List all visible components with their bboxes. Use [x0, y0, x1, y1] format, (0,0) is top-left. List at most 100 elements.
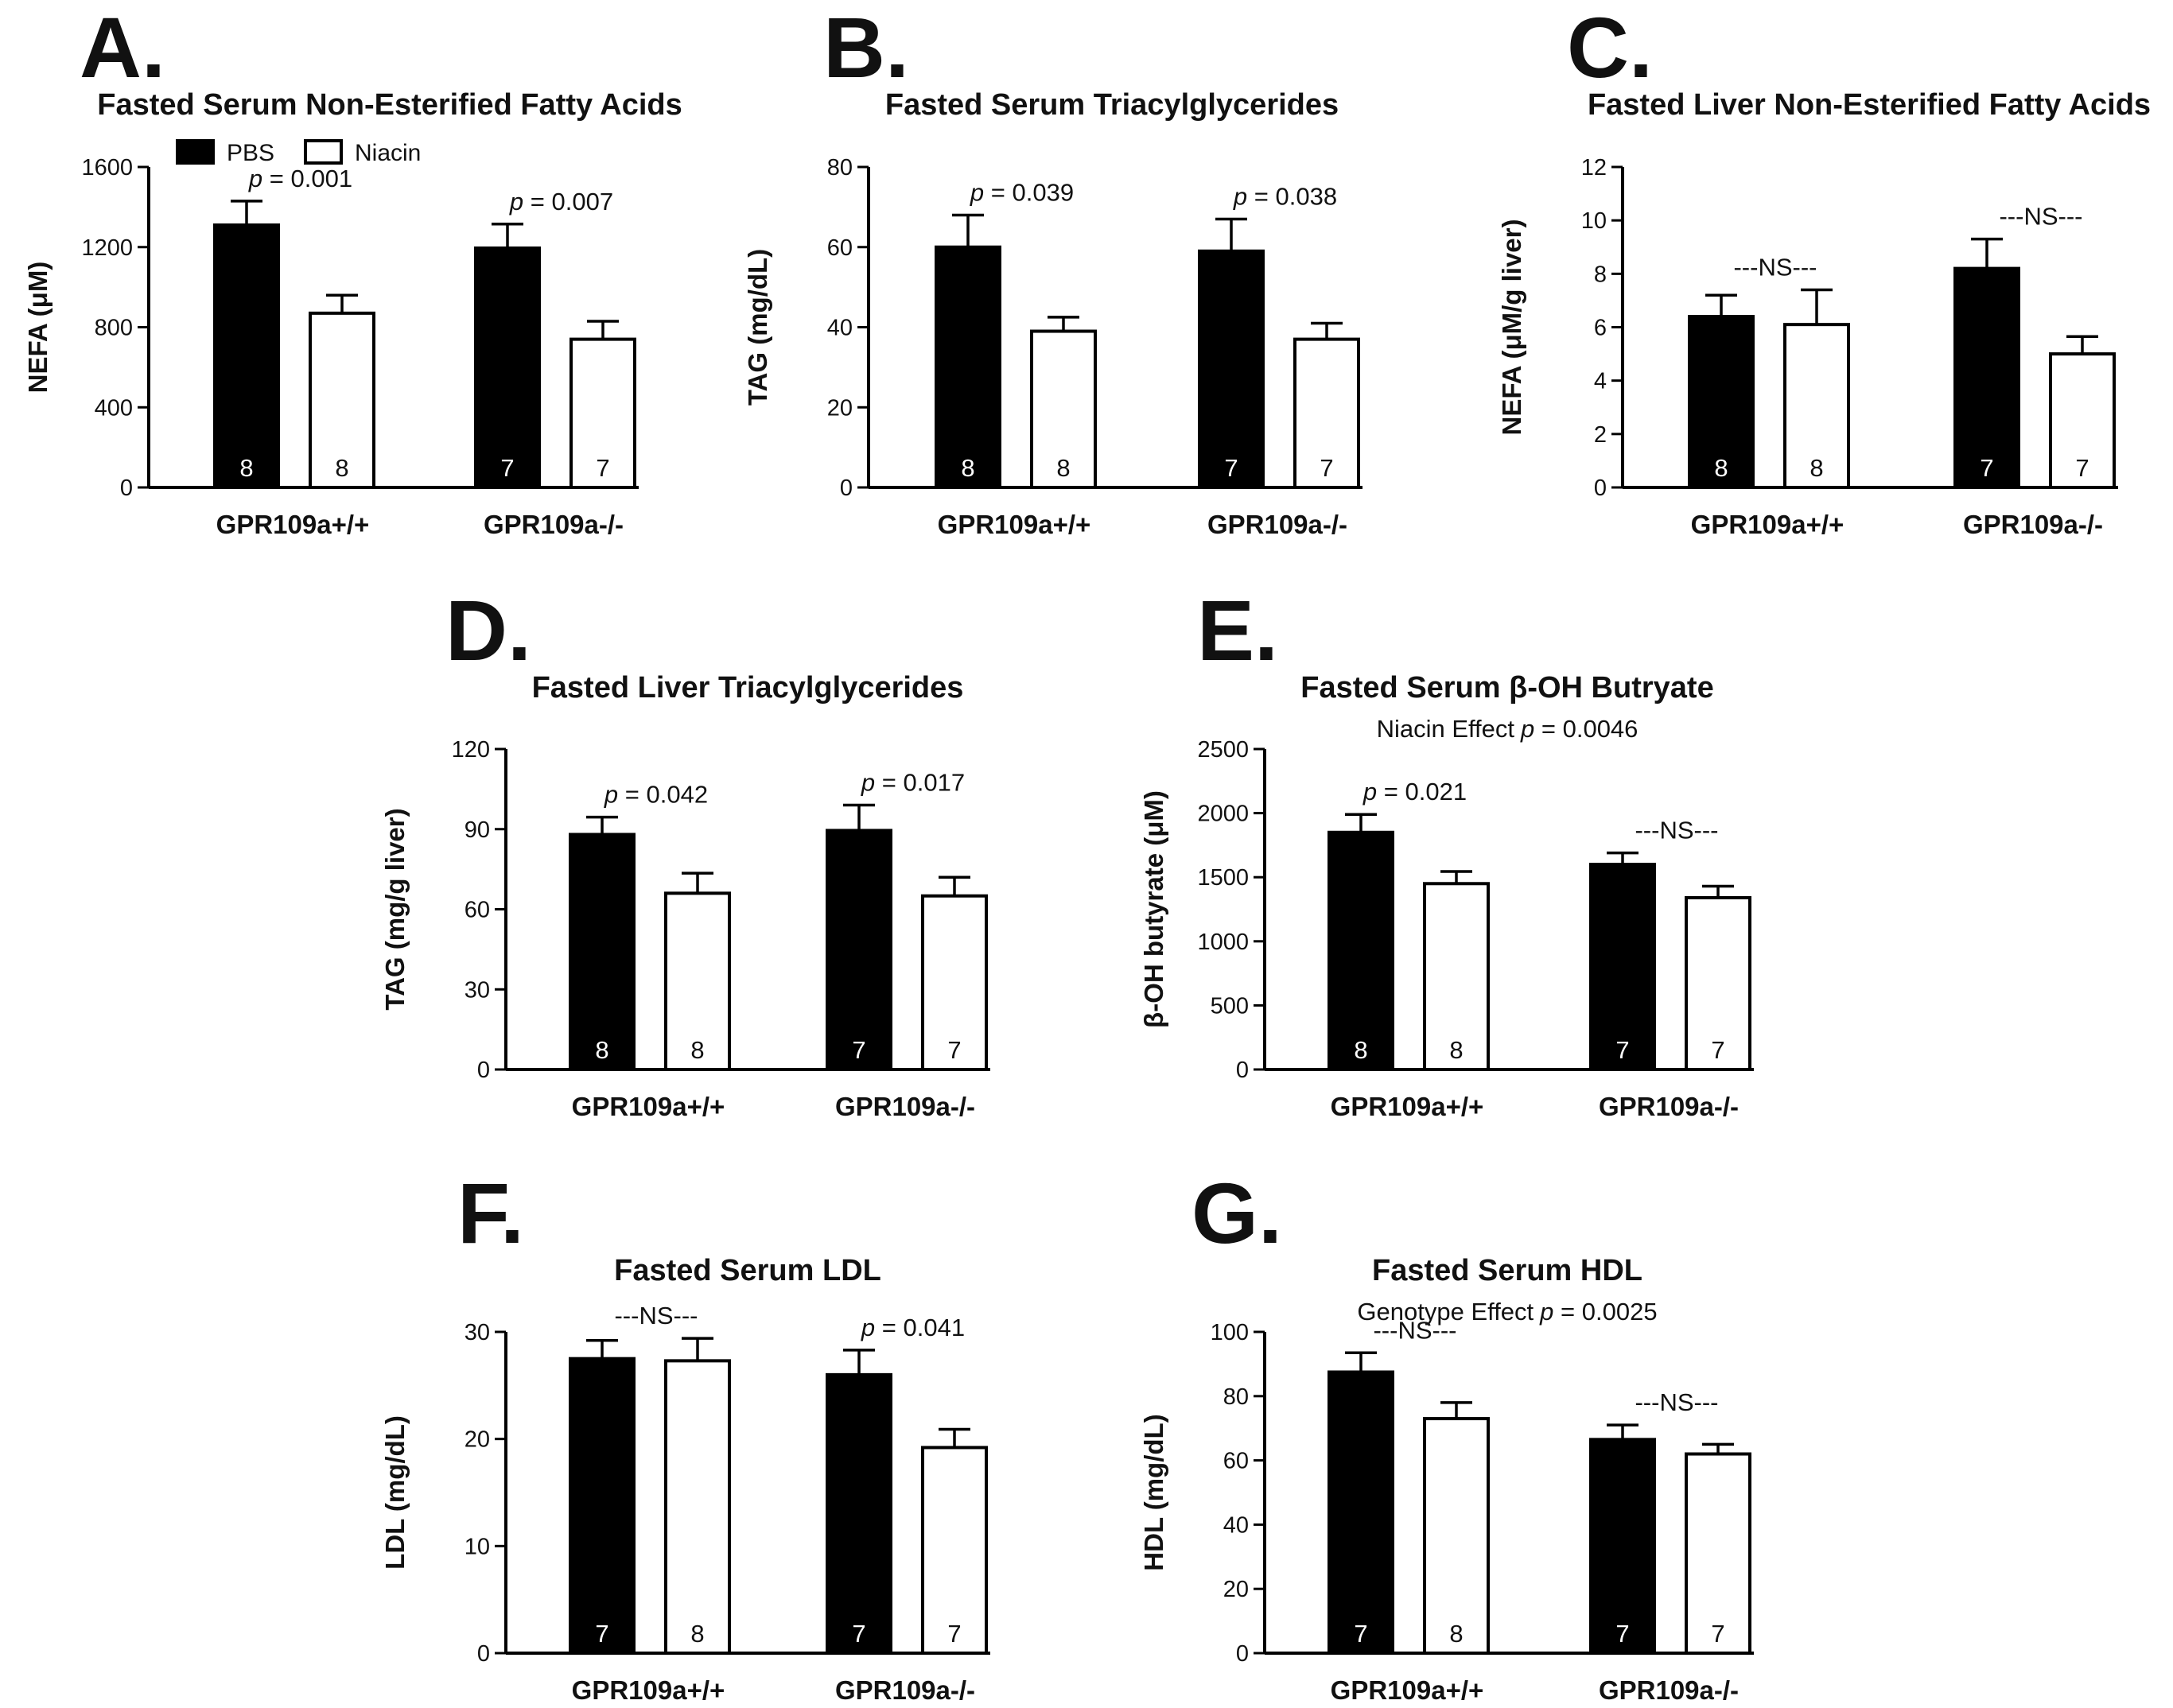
panel-d: D.Fasted Liver Triacylglycerides TAG (mg/… [380, 582, 990, 1121]
legend-label-niacin: Niacin [355, 140, 421, 166]
y-tick-label: 30 [465, 1320, 490, 1345]
y-tick-label: 2 [1594, 422, 1607, 448]
sample-count-label: 8 [1714, 454, 1728, 482]
subtitle-p: p [1539, 1298, 1553, 1326]
bar-niacin-wt [664, 1359, 731, 1655]
significance-annotation: p = 0.041 [861, 1314, 965, 1341]
sample-count-label: 8 [690, 1036, 704, 1064]
annotation-text: = 0.021 [1377, 778, 1467, 805]
panel-letter: D. [445, 582, 531, 678]
sample-count-label: 8 [595, 1036, 608, 1064]
bar-niacin-ko [1685, 895, 1751, 1071]
y-tick-label: 40 [1223, 1512, 1249, 1538]
y-axis-label: LDL (mg/dL) [380, 1415, 410, 1570]
significance-annotation: p = 0.017 [861, 769, 965, 797]
y-tick-label: 2000 [1197, 802, 1249, 827]
sample-count-label: 7 [852, 1620, 865, 1648]
y-tick-label: 80 [827, 155, 853, 181]
chart-title: Fasted Liver Triacylglycerides [532, 671, 964, 705]
y-tick-label: 0 [1236, 1641, 1249, 1667]
sample-count-label: 8 [1449, 1036, 1463, 1064]
chart-subtitle: Genotype Effect p = 0.0025 [1357, 1298, 1657, 1326]
y-tick-label: 40 [827, 316, 853, 341]
y-tick-label: 10 [465, 1534, 490, 1559]
subtitle-value: = 0.0025 [1553, 1298, 1657, 1326]
panel-letter: F. [457, 1165, 524, 1261]
y-tick-label: 100 [1211, 1320, 1249, 1345]
y-tick-label: 60 [1223, 1449, 1249, 1474]
panel-letter: C. [1567, 0, 1653, 95]
annotation-p: p [509, 188, 523, 215]
x-category-label: GPR109a+/+ [1331, 1675, 1484, 1705]
x-category-label: GPR109a+/+ [1331, 1092, 1484, 1121]
chart-title: Fasted Liver Non-Esterified Fatty Acids [1588, 88, 2151, 122]
bar-niacin-wt [1783, 323, 1850, 489]
annotation-text: ---NS--- [1635, 1388, 1718, 1416]
sample-count-label: 8 [1354, 1036, 1367, 1064]
sample-count-label: 8 [690, 1620, 704, 1648]
significance-annotation: p = 0.001 [248, 165, 352, 192]
x-category-label: GPR109a-/- [1599, 1092, 1739, 1121]
sample-count-label: 7 [2075, 454, 2089, 482]
y-axis-label: NEFA (μM/g liver) [1497, 219, 1526, 436]
panel-letter: E. [1197, 582, 1278, 678]
bar-pbs-wt [1328, 1370, 1394, 1655]
legend-swatch-pbs [176, 139, 215, 165]
bar-niacin-ko [1685, 1452, 1751, 1656]
panel-e: E. Fasted Serum β-OH Butryate Niacin Effec… [1139, 582, 1754, 1121]
legend-label-pbs: PBS [227, 140, 274, 166]
sample-count-label: 7 [1615, 1620, 1629, 1648]
bar-pbs-wt [213, 223, 280, 489]
y-tick-label: 800 [95, 316, 133, 341]
annotation-text: = 0.041 [875, 1314, 965, 1341]
y-tick-label: 20 [465, 1427, 490, 1453]
sample-count-label: 7 [596, 454, 609, 482]
chart-title: Fasted Serum Triacylglycerides [885, 88, 1339, 122]
annotation-text: = 0.039 [984, 178, 1074, 206]
panel-f: F. Fasted Serum LDL LDL (mg/dL) 0 10 20 30 GPR1… [380, 1165, 990, 1705]
annotation-text: = 0.017 [875, 769, 965, 797]
y-tick-label: 90 [465, 817, 490, 843]
x-category-label: GPR109a+/+ [1691, 510, 1845, 539]
panel-g: G. Fasted Serum HDL Genotype Effect p = 0.0… [1139, 1165, 1754, 1705]
annotation-text: ---NS--- [1999, 203, 2082, 231]
y-tick-label: 0 [1594, 476, 1607, 501]
y-axis-label: HDL (mg/dL) [1139, 1414, 1168, 1570]
y-tick-label: 0 [477, 1641, 490, 1667]
sample-count-label: 7 [595, 1620, 608, 1648]
x-category-label: GPR109a-/- [1599, 1675, 1739, 1705]
y-tick-label: 400 [95, 395, 133, 421]
bar-pbs-ko [1953, 266, 2020, 489]
bar-niacin-wt [1423, 1417, 1490, 1655]
y-axis-label: β-OH butyrate (μM) [1139, 790, 1168, 1028]
panel-letter: B. [823, 0, 909, 95]
x-category-label: GPR109a-/- [1963, 510, 2103, 539]
subtitle-p: p [1520, 715, 1534, 743]
sample-count-label: 8 [1449, 1620, 1463, 1648]
subtitle-label: Niacin Effect [1377, 715, 1515, 743]
x-category-label: GPR109a+/+ [938, 510, 1091, 539]
bar-pbs-ko [1589, 863, 1656, 1071]
legend-swatch-niacin [304, 139, 343, 165]
chart-title: Fasted Serum LDL [614, 1254, 881, 1287]
annotation-text: ---NS--- [614, 1302, 698, 1330]
bar-pbs-wt [569, 833, 636, 1071]
y-tick-label: 6 [1594, 316, 1607, 341]
significance-annotation: ---NS--- [1373, 1316, 1456, 1344]
sample-count-label: 8 [961, 454, 974, 482]
sample-count-label: 7 [1224, 454, 1238, 482]
chart-title: Fasted Serum β-OH Butryate [1300, 671, 1713, 705]
sample-count-label: 7 [1711, 1036, 1724, 1064]
y-tick-label: 80 [1223, 1384, 1249, 1410]
sample-count-label: 7 [1354, 1620, 1367, 1648]
bar-pbs-ko [826, 829, 892, 1072]
bar-pbs-wt [569, 1357, 636, 1655]
bar-pbs-ko [826, 1372, 892, 1656]
panel-letter: A. [80, 0, 165, 95]
panel-b: B.Fasted Serum Triacylglycerides TAG (mg/… [743, 0, 1362, 539]
bar-pbs-wt [1328, 830, 1394, 1072]
annotation-p: p [604, 781, 618, 809]
sample-count-label: 7 [1320, 454, 1333, 482]
legend: PBS Niacin [176, 139, 421, 166]
bar-niacin-ko [921, 1446, 988, 1655]
